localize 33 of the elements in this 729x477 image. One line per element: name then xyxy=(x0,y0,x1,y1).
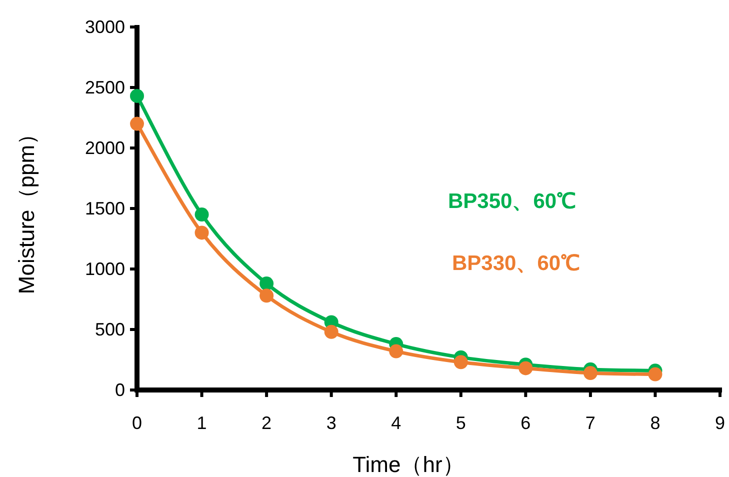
x-tick-label: 3 xyxy=(326,413,336,433)
point xyxy=(389,344,404,358)
x-tick-label: 7 xyxy=(585,413,596,433)
point xyxy=(324,324,338,339)
point xyxy=(194,208,209,222)
x-axis-title: Time（hr） xyxy=(352,452,464,477)
y-tick-label: 2500 xyxy=(84,78,125,98)
y-tick-label: 3000 xyxy=(84,17,125,37)
point xyxy=(454,355,468,370)
y-tick-label: 500 xyxy=(94,320,125,340)
x-tick-label: 8 xyxy=(650,413,660,433)
x-tick-label: 6 xyxy=(520,413,531,433)
point xyxy=(583,366,598,380)
text: BP350、60℃ xyxy=(448,190,576,213)
x-tick-label: 1 xyxy=(196,413,207,433)
y-tick-label: 0 xyxy=(114,380,125,400)
y-tick-label: 1000 xyxy=(84,259,125,279)
point xyxy=(130,116,144,131)
point xyxy=(130,88,144,103)
y-tick-label: 2000 xyxy=(84,138,125,158)
point xyxy=(648,367,662,382)
x-tick-label: 9 xyxy=(714,413,726,433)
y-tick-label: 1500 xyxy=(84,198,125,218)
point xyxy=(260,276,274,291)
x-tick-label: 0 xyxy=(132,413,142,433)
point xyxy=(194,226,209,240)
y-axis-title: Moisture（ppm） xyxy=(14,122,39,294)
x-tick-label: 2 xyxy=(262,413,272,433)
x-tick-label: 4 xyxy=(391,413,402,433)
point xyxy=(260,288,274,303)
text: BP330、60℃ xyxy=(452,252,580,275)
x-tick-label: 5 xyxy=(456,413,466,433)
point xyxy=(518,361,533,376)
